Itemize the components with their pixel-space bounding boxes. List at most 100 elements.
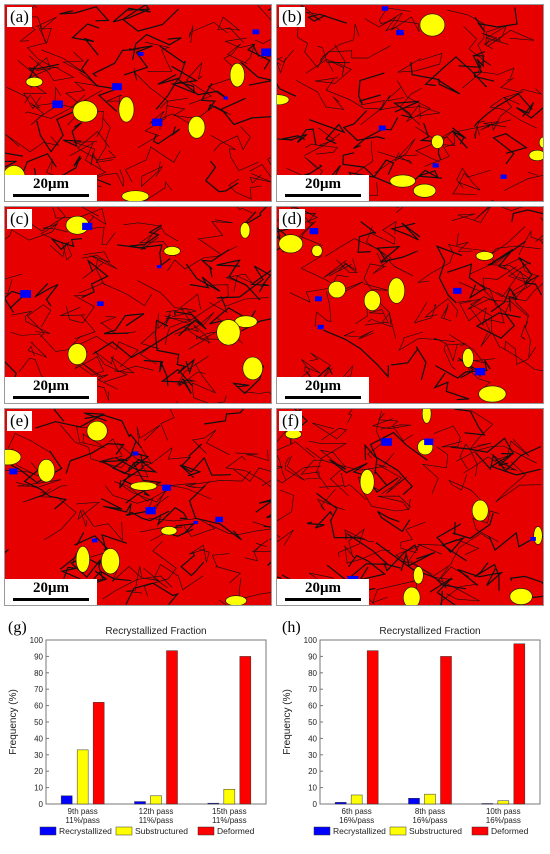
grain-boundary [114,456,158,473]
substructured-grain [528,149,543,161]
substructured-grain [86,420,108,442]
substructured-grain [225,595,247,605]
scale-bar-a: 20μm [5,175,97,201]
grain-boundary [208,521,271,535]
bar-substructured-1 [350,794,363,805]
grain-boundary [164,284,229,324]
scale-text-f: 20μm [305,580,341,596]
grain-boundary [457,568,504,587]
grain-boundary [469,410,494,450]
grain-boundary [137,280,197,318]
grain-boundary [124,146,181,183]
grain-boundary [92,48,135,78]
grain-boundary [452,169,491,195]
substructured-grain [413,183,437,198]
x-tick-label: 9th pass [68,807,98,816]
substructured-grain [160,526,178,536]
grain-boundary [148,517,216,537]
grain-boundary [216,259,261,301]
grain-boundary [52,207,107,226]
recrystallized-grain [252,29,260,35]
recrystallized-grain [396,29,404,36]
grain-boundary [99,316,136,335]
grain-boundary [60,306,96,340]
grain-boundary [49,241,73,261]
grain-boundary [447,9,485,58]
scale-line-a [13,194,89,197]
substructured-grain [389,174,416,188]
x-tick-label: 15th pass [212,807,247,816]
grain-boundary [7,433,51,474]
grain-boundary [263,514,271,528]
grain-boundary [66,295,95,324]
grain-boundary [228,178,262,200]
grain-boundary [336,258,358,273]
grain-boundary [210,134,259,172]
grain-boundary [225,455,271,488]
grain-boundary [316,492,366,540]
grain-boundary [495,461,542,503]
grain-boundary [348,159,395,187]
grain-boundary [305,447,395,471]
bar-substructured-2 [424,793,436,805]
grain-boundary [436,523,467,562]
grain-boundary [481,270,528,298]
ebsd-map-e: (e) 20μm [4,408,272,606]
grain-boundary [463,26,492,73]
panel-label-b: (b) [279,7,305,27]
scale-text-d: 20μm [305,378,341,394]
grain-boundary [433,372,469,401]
x-tick-label: 6th pass [342,807,372,816]
bar-deformed-3 [239,656,252,805]
grain-boundary [180,551,205,577]
grain-boundary [319,449,349,496]
chart-g: (g) Recrystallized Fraction 0 10 20 30 40 50 60 7… [2,614,274,850]
grain-boundary [469,262,532,298]
grain-boundary [188,485,242,541]
grain-boundary [511,277,536,329]
bar-deformed-3 [513,643,526,805]
grain-boundary [157,45,186,85]
grain-boundary [295,80,345,110]
y-tick-label: 30 [34,751,43,760]
grain-boundary [480,121,507,131]
bar-deformed-1 [92,702,105,805]
grain-boundary [267,8,271,11]
bar-substructured-3 [223,788,236,805]
grain-boundary [297,21,324,69]
grain-boundary [542,275,543,276]
grain-boundary [448,474,487,506]
grain-boundary [323,260,352,279]
recrystallized-grain [453,287,462,294]
substructured-grain [242,356,263,381]
grain-boundary [186,61,212,105]
grain-boundary [189,21,228,43]
grain-boundary [139,331,160,365]
legend-swatch-recrystallized [39,826,57,836]
recrystallized-grain [261,48,271,57]
grain-boundary [63,122,83,148]
substructured-grain [419,13,446,37]
grain-boundary [216,265,271,299]
grain-boundary [305,44,346,77]
grain-boundary [347,409,353,423]
grain-boundary [377,464,407,495]
grain-boundary [95,117,114,163]
chart-g-svg: (g) Recrystallized Fraction 0 10 20 30 40 50 60 7… [8,619,267,836]
grain-boundary [456,167,481,191]
grain-boundary [251,173,271,183]
grain-boundary [312,422,347,441]
grain-boundary [504,340,536,365]
recrystallized-grain [500,174,507,179]
grain-boundary [454,409,486,436]
grain-map-c [5,207,271,403]
grain-boundary [417,252,455,283]
bar-recrystallized-2 [408,798,420,805]
recrystallized-grain [52,100,63,109]
grain-boundary [277,56,286,74]
grain-boundary [112,7,151,23]
grain-boundary [223,43,248,75]
grain-boundary [378,412,413,442]
grain-boundary [82,251,111,279]
grain-boundary [123,222,163,251]
